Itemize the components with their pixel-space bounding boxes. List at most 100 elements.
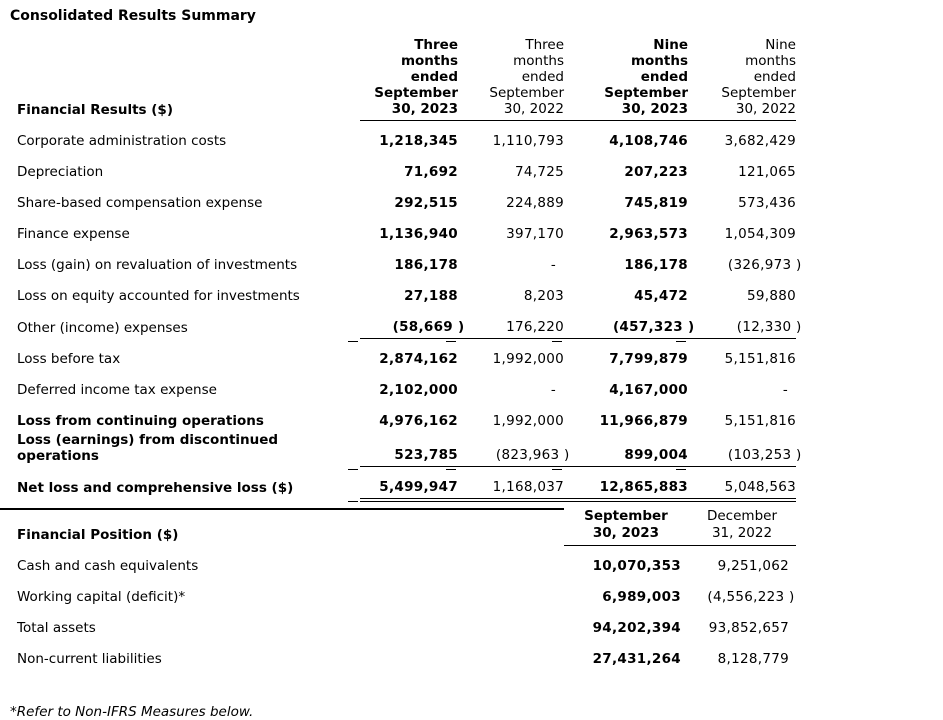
- value-cell: 1,110,793: [458, 121, 564, 152]
- value-cell: 45,472: [564, 276, 688, 307]
- table-row: Finance expense 1,136,940 397,170 2,963,573…: [0, 214, 796, 245]
- row-label: Share-based compensation expense: [17, 195, 263, 211]
- value-cell: 59,880: [688, 276, 796, 307]
- value-text: 1,054,309: [724, 226, 796, 242]
- value-text: 523,785: [394, 447, 458, 463]
- column-header: Three months ended September 30, 2023: [360, 37, 458, 121]
- value-cell: 4,976,162: [360, 401, 458, 432]
- value-cell: (4,556,223 ): [688, 577, 796, 608]
- consolidated-results-table: Financial Results ($) Three months ended Sep…: [0, 37, 801, 670]
- value-cell: 1,992,000: [458, 339, 564, 370]
- value-cell: 1,136,940: [360, 214, 458, 245]
- table-row: Net loss and comprehensive loss ($) 5,499…: [0, 467, 796, 502]
- value-text: 1,218,345: [379, 133, 458, 149]
- value-cell: (58,669 ): [348, 307, 464, 342]
- value-text: 5,499,947: [379, 479, 458, 495]
- document-page: Consolidated Results Summary Financial R…: [0, 8, 943, 720]
- value-text: 4,976,162: [379, 413, 458, 429]
- value-text: 207,223: [624, 164, 688, 180]
- closing-paren: ): [564, 447, 570, 463]
- value-cell: 397,170: [458, 214, 564, 245]
- value-cell: 71,692: [360, 152, 458, 183]
- table-row: Corporate administration costs 1,218,345 1…: [0, 121, 796, 152]
- value-text: 899,004: [624, 447, 688, 463]
- closing-paren: ): [796, 257, 802, 273]
- value-cell: 1,054,309: [688, 214, 796, 245]
- value-cell: 121,065: [688, 152, 796, 183]
- value-cell: 224,889: [458, 183, 564, 214]
- value-text: 27,431,264: [592, 651, 681, 667]
- table-row: Non-current liabilities 27,431,264 8,128,7…: [0, 639, 796, 670]
- table-row: Depreciation 71,692 74,725 207,223 121,065: [0, 152, 796, 183]
- value-cell: 27,431,264: [564, 639, 688, 670]
- value-cell: (457,323 ): [552, 307, 694, 342]
- row-label: Working capital (deficit)*: [17, 589, 186, 605]
- value-text: 5,048,563: [724, 479, 796, 495]
- value-text: 4,167,000: [609, 382, 688, 398]
- row-label: Corporate administration costs: [17, 133, 227, 149]
- value-text: 2,963,573: [609, 226, 688, 242]
- value-text: 8,128,779: [717, 651, 789, 667]
- value-text: 1,110,793: [492, 133, 564, 149]
- value-text: 27,188: [404, 288, 458, 304]
- value-cell: 12,865,883: [552, 467, 688, 502]
- value-cell: 10,070,353: [564, 546, 688, 577]
- value-cell: 4,108,746: [564, 121, 688, 152]
- value-text: 1,168,037: [492, 479, 564, 495]
- value-cell: 2,963,573: [564, 214, 688, 245]
- value-cell: 899,004: [552, 432, 688, 470]
- table-row: Deferred income tax expense 2,102,000 - 4,1…: [0, 370, 796, 401]
- value-text: 224,889: [506, 195, 564, 211]
- row-label: Total assets: [17, 620, 96, 636]
- value-text: 1,992,000: [492, 351, 564, 367]
- value-cell: 5,499,947: [348, 467, 458, 502]
- value-cell: 1,992,000: [458, 401, 564, 432]
- value-cell: 186,178: [360, 245, 458, 276]
- value-cell: 5,048,563: [676, 467, 796, 502]
- row-label: Cash and cash equivalents: [17, 558, 199, 574]
- table-row: Loss before tax 2,874,162 1,992,000 7,799,8…: [0, 339, 796, 370]
- value-text: 5,151,816: [724, 413, 796, 429]
- value-cell: 186,178: [564, 245, 688, 276]
- results-header-row: Financial Results ($) Three months ended Sep…: [0, 37, 796, 121]
- value-text: 8,203: [523, 288, 564, 304]
- value-cell: (823,963 ): [446, 432, 569, 470]
- value-text: 186,178: [624, 257, 688, 273]
- table-row: Loss from continuing operations 4,976,162…: [0, 401, 796, 432]
- value-text: 93,852,657: [708, 620, 789, 636]
- table-row: Total assets 94,202,394 93,852,657: [0, 608, 796, 639]
- value-text: (58,669: [392, 319, 458, 335]
- value-text: 745,819: [624, 195, 688, 211]
- closing-paren: ): [458, 319, 465, 335]
- value-text: 10,070,353: [592, 558, 681, 574]
- value-text: 71,692: [404, 164, 458, 180]
- row-label: Loss (earnings) from discontinued operat…: [17, 432, 279, 464]
- table-row: Cash and cash equivalents 10,070,353 9,251…: [0, 546, 796, 577]
- value-cell: 573,436: [688, 183, 796, 214]
- table-row: Other (income) expenses (58,669 ) 176,220(…: [0, 307, 801, 342]
- value-text: (103,253: [727, 447, 796, 463]
- value-text: (823,963: [495, 447, 564, 463]
- value-cell: 5,151,816: [688, 401, 796, 432]
- value-text: 121,065: [738, 164, 796, 180]
- value-text: -: [782, 382, 788, 398]
- value-text: 1,136,940: [379, 226, 458, 242]
- column-header: September 30, 2023: [564, 508, 688, 546]
- value-text: 45,472: [634, 288, 688, 304]
- closing-paren: ): [796, 319, 802, 335]
- value-text: 186,178: [394, 257, 458, 273]
- value-cell: 745,819: [564, 183, 688, 214]
- value-text: 2,874,162: [379, 351, 458, 367]
- value-text: 176,220: [506, 319, 564, 335]
- page-title: Consolidated Results Summary: [10, 8, 256, 24]
- value-cell: 94,202,394: [564, 608, 688, 639]
- footnote: *Refer to Non-IFRS Measures below.: [10, 704, 254, 720]
- value-cell: 3,682,429: [688, 121, 796, 152]
- value-text: (12,330: [736, 319, 796, 335]
- table-row: Loss on equity accounted for investments…: [0, 276, 796, 307]
- value-cell: 7,799,879: [564, 339, 688, 370]
- value-text: 1,992,000: [492, 413, 564, 429]
- value-text: 4,108,746: [609, 133, 688, 149]
- closing-paren: ): [789, 589, 795, 605]
- value-cell: 176,220: [446, 307, 564, 342]
